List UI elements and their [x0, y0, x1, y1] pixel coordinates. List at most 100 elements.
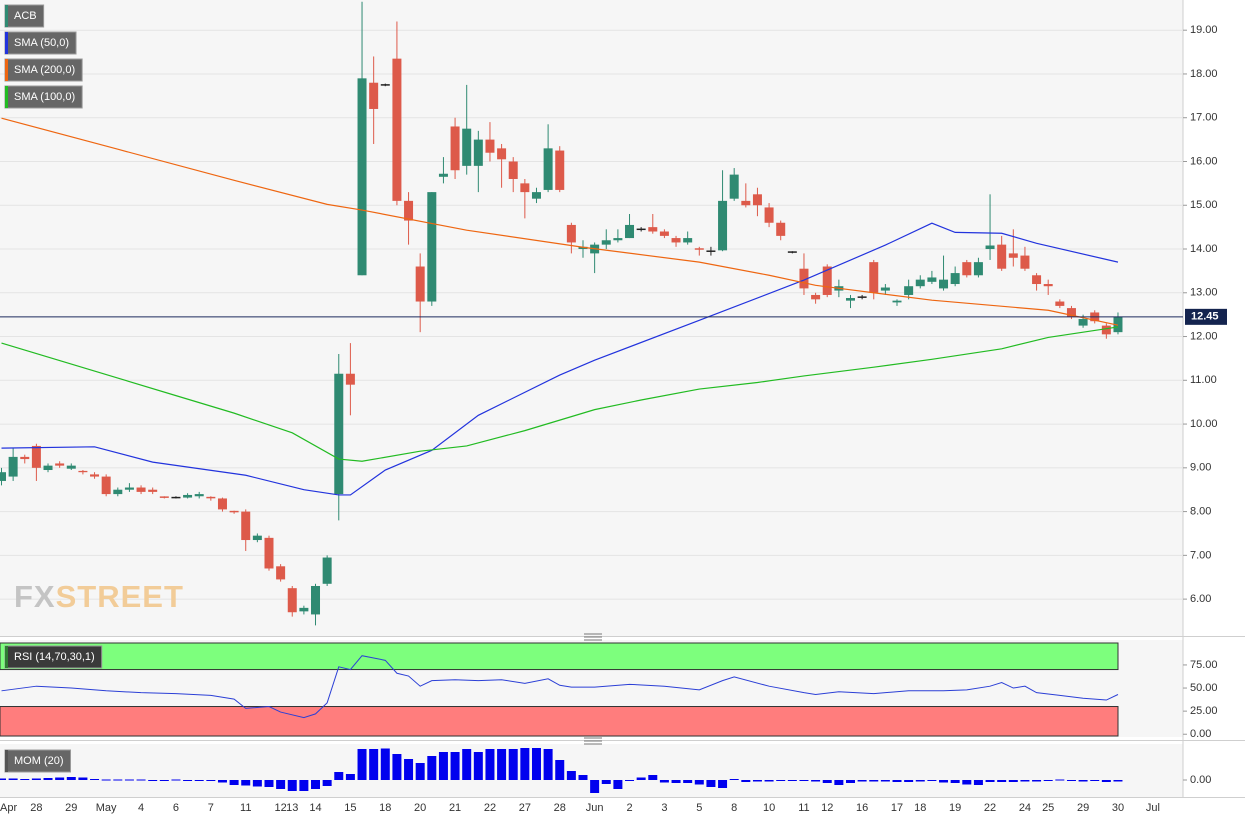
- mom-bar: [915, 780, 925, 782]
- label-box: SMA (50,0): [4, 31, 77, 55]
- mom-bar: [904, 780, 914, 782]
- mom-bar: [636, 777, 646, 780]
- mom-bar: [322, 780, 332, 786]
- label-swatch: [5, 5, 8, 27]
- mom-bar: [1055, 779, 1065, 781]
- x-tick-label: 14: [309, 802, 321, 814]
- candle-body: [20, 456, 30, 460]
- mom-bar: [625, 780, 635, 781]
- mom-bar: [183, 780, 193, 781]
- candle-body: [729, 174, 739, 199]
- candle-body: [404, 200, 414, 221]
- candle-body: [473, 139, 483, 166]
- candle-body: [1101, 325, 1111, 335]
- candle-body: [799, 268, 809, 289]
- mom-bar: [287, 780, 297, 791]
- candle-body: [252, 535, 262, 541]
- x-tick-label: 12: [821, 802, 833, 814]
- candle-body: [264, 537, 274, 569]
- x-tick-label: 24: [1019, 802, 1031, 814]
- candle-body: [183, 494, 193, 498]
- mom-bar: [43, 778, 53, 780]
- label-swatch: [5, 32, 8, 54]
- mom-bar: [822, 780, 832, 783]
- candle-body: [555, 150, 565, 190]
- y-tick-label: 13.00: [1190, 287, 1218, 299]
- y-tick-label: 8.00: [1190, 505, 1211, 517]
- candle-body: [299, 607, 309, 612]
- mom-bar: [566, 771, 576, 780]
- mom-bar: [217, 780, 227, 783]
- candle-body: [973, 262, 983, 276]
- mom-bar: [671, 780, 681, 783]
- mom-bar: [497, 749, 507, 780]
- mom-bar: [31, 778, 41, 780]
- mom-bar: [531, 748, 541, 780]
- mom-bar: [1032, 780, 1042, 782]
- mom-bar: [462, 749, 472, 780]
- x-tick-label: 11: [240, 802, 251, 814]
- resize-grip[interactable]: [584, 633, 602, 641]
- candle-body: [217, 498, 227, 510]
- candle-body: [345, 373, 355, 385]
- x-tick-label: 17: [891, 802, 903, 814]
- candle-body: [43, 465, 53, 471]
- mom-bar: [613, 780, 623, 789]
- mom-bar: [0, 778, 6, 780]
- resize-grip[interactable]: [584, 737, 602, 745]
- x-tick-label: 4: [138, 802, 144, 814]
- overbought-band: [0, 642, 1119, 671]
- candle-body: [148, 489, 158, 492]
- x-tick-label: 29: [65, 802, 77, 814]
- mom-bar: [1066, 780, 1076, 781]
- candle-body: [322, 557, 332, 584]
- y-tick-label: 18.00: [1190, 68, 1218, 80]
- candle-body: [124, 487, 134, 490]
- label-swatch: [5, 86, 8, 108]
- y-tick-label: 19.00: [1190, 24, 1218, 36]
- label-text: SMA (200,0): [14, 64, 75, 76]
- price-panel: [0, 0, 1183, 636]
- x-tick-label: 29: [1077, 802, 1089, 814]
- mom-bar: [380, 748, 390, 780]
- mom-bar: [55, 777, 65, 780]
- mom-bar: [939, 780, 949, 783]
- watermark: FXSTREET: [14, 579, 184, 614]
- mom-bar: [787, 780, 797, 781]
- sma-line: [1, 222, 1119, 496]
- label-box: SMA (200,0): [4, 58, 83, 82]
- label-box: SMA (100,0): [4, 85, 83, 109]
- oversold-band: [0, 706, 1119, 737]
- candle-body: [683, 238, 693, 243]
- mom-bar: [334, 772, 344, 780]
- label-text: MOM (20): [14, 755, 64, 767]
- candle-body: [892, 300, 902, 303]
- mom-bar: [706, 780, 716, 787]
- y-tick-label: 75.00: [1190, 659, 1218, 671]
- candle-body: [845, 298, 855, 301]
- candle-body: [520, 183, 530, 193]
- mom-bar: [485, 749, 495, 780]
- mom-bar: [473, 752, 483, 780]
- candle-body: [508, 161, 518, 179]
- mom-bar: [171, 779, 181, 781]
- mom-bar: [252, 780, 262, 787]
- y-tick-label: 50.00: [1190, 682, 1218, 694]
- label-swatch: [5, 750, 8, 772]
- candle-body: [1055, 301, 1065, 306]
- y-tick-label: 6.00: [1190, 593, 1211, 605]
- candle-body: [450, 126, 460, 171]
- candle-body: [1032, 275, 1042, 285]
- x-tick-label: May: [96, 802, 117, 814]
- mom-bar: [869, 780, 879, 782]
- mom-bar: [1090, 780, 1100, 781]
- x-tick-label: 27: [519, 802, 531, 814]
- candle-body: [741, 200, 751, 206]
- candle-body: [357, 78, 367, 276]
- candle-body: [1066, 308, 1076, 317]
- y-tick-label: 10.00: [1190, 418, 1218, 430]
- candle-body: [927, 277, 937, 282]
- mom-bar: [264, 780, 274, 787]
- mom-bar: [520, 748, 530, 780]
- x-tick-label: 15: [344, 802, 356, 814]
